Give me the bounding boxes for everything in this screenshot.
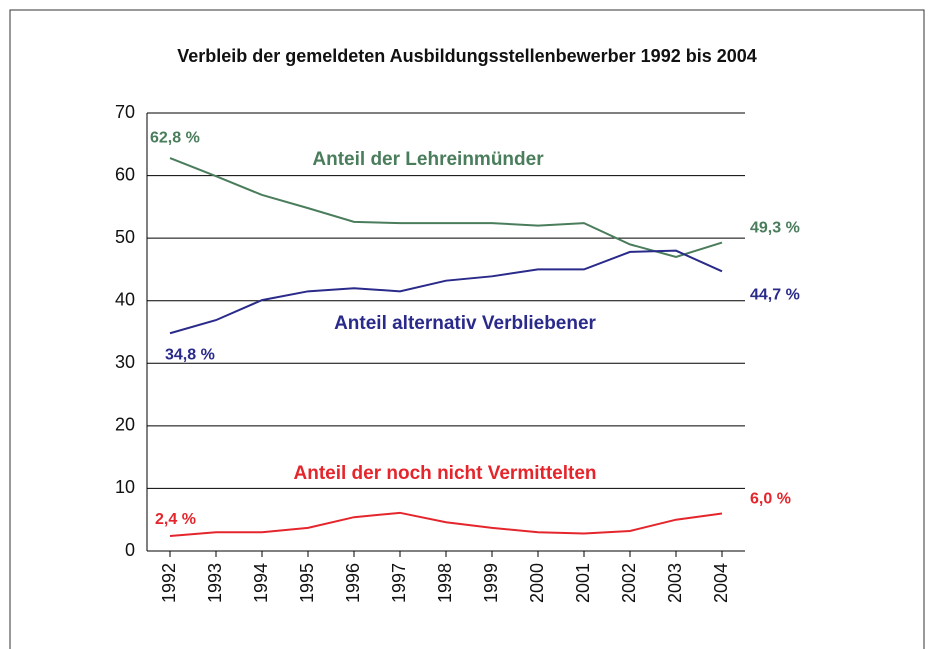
x-tick-label: 1996 (343, 563, 363, 603)
y-tick-label: 70 (115, 102, 135, 122)
series-label: Anteil der noch nicht Vermittelten (294, 463, 597, 484)
chart-title: Verbleib der gemeldeten Ausbildungsstell… (177, 46, 757, 66)
x-tick-label: 1999 (481, 563, 501, 603)
y-tick-label: 60 (115, 164, 135, 184)
data-label: 49,3 % (750, 220, 800, 237)
x-tick-label: 1993 (205, 563, 225, 603)
y-tick-label: 40 (115, 289, 135, 309)
frame (9, 9, 925, 649)
x-tick-label: 1994 (251, 563, 271, 603)
series-label: Anteil alternativ Verbliebener (334, 313, 596, 334)
series-line (169, 157, 723, 258)
x-tick-label: 1995 (297, 563, 317, 603)
x-tick-label: 1992 (159, 563, 179, 603)
x-tick-label: 1998 (435, 563, 455, 603)
y-tick-label: 30 (115, 352, 135, 372)
x-tick-label: 2000 (527, 563, 547, 603)
data-label: 62,8 % (150, 129, 200, 146)
y-tick-label: 20 (115, 415, 135, 435)
series-label: Anteil der Lehreinmünder (312, 149, 544, 170)
y-tick-label: 10 (115, 477, 135, 497)
x-tick-label: 2004 (711, 563, 731, 603)
data-label: 2,4 % (155, 511, 196, 528)
x-tick-label: 2001 (573, 563, 593, 603)
x-tick-label: 1997 (389, 563, 409, 603)
series-line (169, 249, 723, 335)
data-label: 6,0 % (750, 491, 791, 508)
x-tick-label: 2002 (619, 563, 639, 603)
data-label: 44,7 % (750, 287, 800, 304)
series-line (169, 511, 723, 537)
x-tick-label: 2003 (665, 563, 685, 603)
data-label: 34,8 % (165, 346, 215, 363)
y-tick-label: 0 (125, 540, 135, 560)
y-tick-label: 50 (115, 227, 135, 247)
